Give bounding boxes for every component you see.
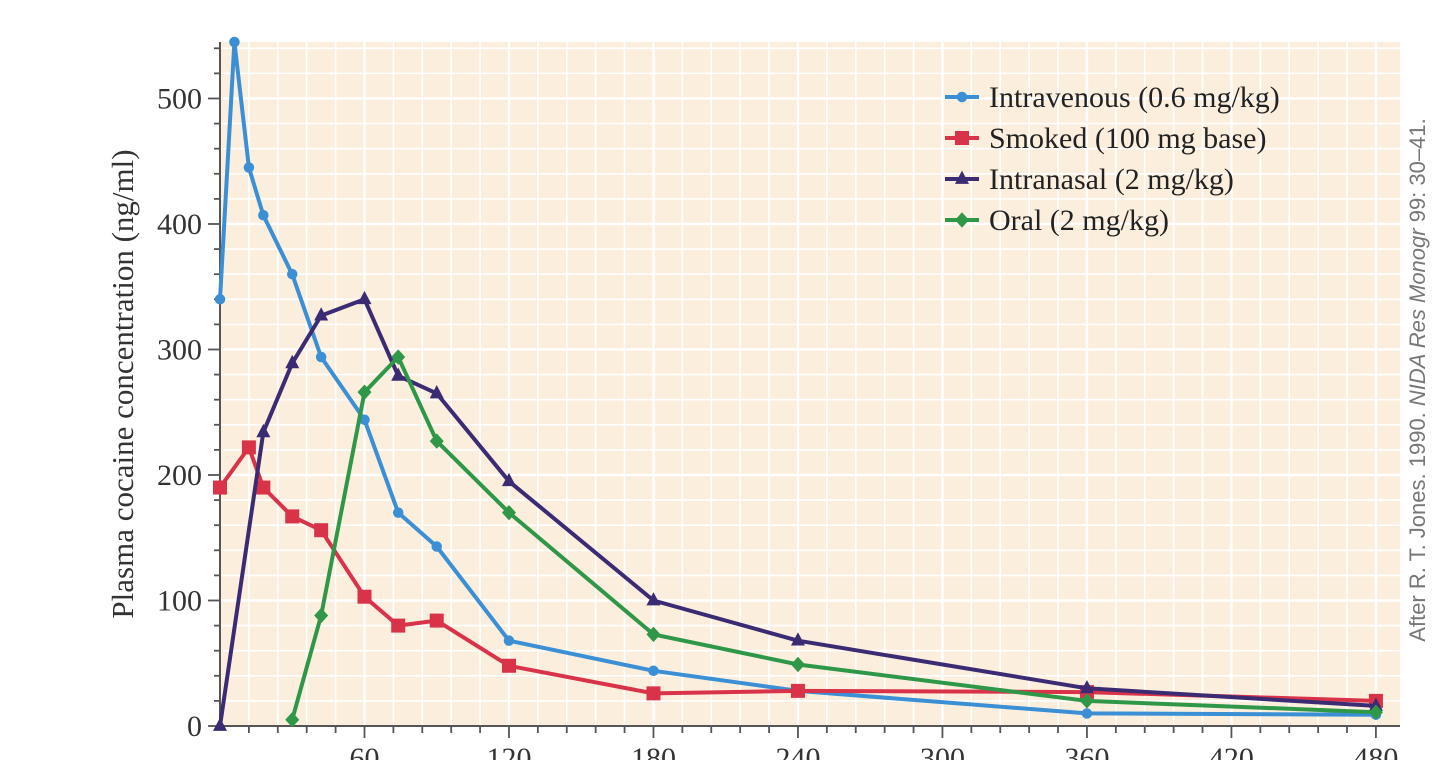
data-point	[646, 686, 661, 701]
data-point	[429, 385, 444, 399]
x-tick-label: 420	[1209, 742, 1254, 760]
data-point	[429, 613, 444, 628]
data-point	[790, 632, 805, 646]
legend-label: Smoked (100 mg base)	[989, 122, 1266, 155]
data-point	[1079, 693, 1094, 709]
data-point	[955, 212, 969, 228]
data-point	[1368, 704, 1383, 720]
data-point	[790, 656, 805, 673]
data-point	[392, 507, 404, 518]
data-point	[790, 683, 805, 698]
data-point	[1079, 679, 1094, 694]
series-line	[218, 297, 1377, 727]
y-axis-label: Plasma cocaine concentration (ng/ml)	[105, 149, 140, 618]
data-point	[256, 423, 271, 438]
data-point	[503, 635, 515, 646]
data-point	[258, 209, 269, 221]
legend-item: Intravenous (0.6 mg/kg)	[945, 81, 1280, 114]
x-tick-label: 240	[775, 742, 820, 760]
x-tick-label: 300	[920, 742, 965, 760]
data-point	[357, 290, 372, 305]
y-tick-label: 400	[157, 208, 202, 241]
y-tick-label: 100	[157, 584, 202, 617]
data-point	[213, 480, 227, 495]
data-point	[429, 433, 444, 449]
series-group	[213, 290, 1383, 731]
data-point	[391, 618, 406, 633]
data-point	[431, 541, 442, 552]
data-point	[646, 626, 661, 643]
legend-item: Intranasal (2 mg/kg)	[945, 163, 1234, 196]
data-point	[314, 523, 329, 538]
data-point	[955, 131, 969, 145]
data-point	[213, 717, 227, 731]
x-tick-label: 360	[1064, 742, 1109, 760]
data-point	[357, 589, 372, 604]
source-credit-suffix: 99: 30–41.	[1405, 118, 1430, 228]
data-point	[648, 665, 659, 677]
y-tick-label: 200	[157, 459, 202, 492]
data-point	[314, 307, 329, 321]
y-tick-label: 0	[187, 710, 202, 743]
series-layer	[213, 36, 1383, 731]
data-point	[501, 472, 516, 487]
grid	[220, 42, 1400, 726]
data-point	[229, 36, 240, 48]
data-point	[1368, 697, 1383, 711]
data-point	[501, 658, 516, 673]
data-point	[285, 712, 300, 728]
data-point	[391, 367, 406, 381]
data-point	[256, 480, 271, 495]
series-group	[285, 349, 1383, 728]
legend-label: Intravenous (0.6 mg/kg)	[989, 81, 1280, 114]
data-point	[241, 440, 256, 455]
data-point	[285, 509, 300, 524]
series-line	[290, 355, 1376, 721]
data-point	[314, 607, 329, 624]
legend-item: Smoked (100 mg base)	[945, 122, 1266, 155]
x-tick-label: 120	[486, 742, 531, 760]
legend-label: Intranasal (2 mg/kg)	[989, 163, 1234, 196]
x-tick-label: 480	[1353, 742, 1398, 760]
source-credit-prefix: After R. T. Jones. 1990.	[1405, 406, 1430, 642]
data-point	[646, 592, 661, 606]
data-point	[1081, 708, 1093, 719]
series-line	[218, 40, 1376, 717]
series-group	[214, 36, 1382, 720]
y-tick-label: 300	[157, 333, 202, 366]
legend-label: Oral (2 mg/kg)	[989, 204, 1169, 237]
data-point	[315, 351, 327, 363]
data-point	[357, 384, 372, 400]
x-tick-label: 180	[631, 742, 676, 760]
data-point	[955, 170, 969, 184]
data-point	[243, 162, 255, 173]
data-point	[501, 504, 516, 521]
data-point	[285, 354, 300, 369]
y-tick-label: 500	[157, 82, 202, 115]
source-credit-journal: NIDA Res Monogr	[1405, 227, 1430, 406]
data-point	[359, 414, 370, 426]
source-credit: After R. T. Jones. 1990. NIDA Res Monogr…	[1405, 118, 1430, 641]
data-point	[286, 268, 298, 280]
legend: Intravenous (0.6 mg/kg) Smoked (100 mg ba…	[945, 81, 1280, 237]
legend-item: Oral (2 mg/kg)	[945, 204, 1169, 237]
data-point	[956, 91, 968, 103]
x-tick-label: 60	[349, 742, 379, 760]
data-point	[391, 349, 406, 365]
data-point	[214, 294, 226, 305]
axes: 0 100 200 300 400 500 60 120 180 240 300 360 420 480	[157, 42, 1400, 765]
